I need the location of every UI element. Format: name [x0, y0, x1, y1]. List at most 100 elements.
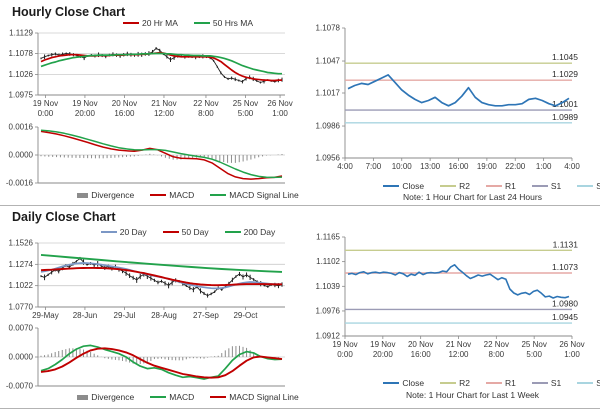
legend-label: MACD	[169, 392, 195, 402]
legend-label: Divergence	[91, 392, 135, 402]
note-week: Note: 1 Hour Chart for Last 1 Week	[405, 390, 540, 400]
legend-item-s2: S2	[577, 181, 600, 191]
svg-text:1.0770: 1.0770	[9, 303, 34, 312]
legend-label: 20 Hr MA	[141, 18, 178, 28]
svg-text:29-May: 29-May	[32, 311, 59, 320]
legend-label: R1	[504, 378, 516, 388]
svg-text:1.1102: 1.1102	[316, 257, 340, 266]
svg-text:4:00: 4:00	[337, 162, 353, 171]
legend-label: MACD Signal Line	[229, 190, 299, 200]
svg-text:16:00: 16:00	[448, 162, 469, 171]
svg-text:1.0956: 1.0956	[316, 154, 341, 163]
svg-text:20 Nov: 20 Nov	[408, 340, 433, 349]
svg-text:28-Aug: 28-Aug	[151, 311, 177, 320]
200-day-line-swatch	[224, 230, 241, 234]
r2-line-swatch	[440, 184, 457, 188]
svg-text:29-Jul: 29-Jul	[114, 311, 136, 320]
legend-label: 50 Hrs MA	[212, 18, 254, 28]
legend-label: S1	[550, 378, 562, 388]
legend-item-close: Close	[383, 378, 424, 388]
svg-text:1.0980: 1.0980	[552, 298, 578, 308]
svg-text:25 Nov: 25 Nov	[521, 340, 546, 349]
svg-text:1.1039: 1.1039	[316, 282, 341, 291]
close-line-swatch	[383, 381, 400, 385]
s2-line-swatch	[577, 381, 594, 385]
svg-text:19 Nov: 19 Nov	[332, 340, 357, 349]
legend-label: S1	[550, 181, 562, 191]
svg-text:1.1165: 1.1165	[316, 233, 340, 242]
macd-signal-line-swatch	[210, 395, 227, 399]
svg-text:21 Nov: 21 Nov	[151, 99, 176, 108]
svg-text:1.0945: 1.0945	[552, 312, 578, 322]
svg-text:1.0912: 1.0912	[316, 332, 341, 341]
svg-text:1.0986: 1.0986	[316, 122, 341, 131]
svg-text:19 Nov: 19 Nov	[370, 340, 395, 349]
svg-text:1.1047: 1.1047	[316, 57, 341, 66]
legend-item-20hr-ma: 20 Hr MA	[122, 18, 178, 28]
svg-text:19:00: 19:00	[477, 162, 498, 171]
legend-label: S2	[596, 378, 600, 388]
svg-text:-0.0070: -0.0070	[6, 382, 34, 391]
svg-text:16:00: 16:00	[411, 350, 432, 359]
svg-text:4:00: 4:00	[564, 162, 580, 171]
legend-item-macd-signal: MACD Signal Line	[210, 392, 299, 402]
legend-item-r1: R1	[485, 181, 516, 191]
svg-text:1.1017: 1.1017	[316, 89, 341, 98]
svg-text:26 Nov: 26 Nov	[559, 340, 584, 349]
macd-line-swatch	[150, 395, 167, 399]
svg-text:27-Sep: 27-Sep	[193, 311, 219, 320]
legend-item-20-day: 20 Day	[100, 227, 147, 237]
svg-text:0.0000: 0.0000	[9, 151, 34, 160]
divergence-bar-swatch	[77, 192, 89, 198]
legend-label: S2	[596, 181, 600, 191]
legend-item-s1: S1	[531, 181, 562, 191]
svg-text:26 Nov: 26 Nov	[267, 99, 292, 108]
svg-text:1:00: 1:00	[564, 350, 580, 359]
legend-label: R2	[459, 181, 470, 191]
legend-item-divergence: Divergence	[77, 190, 134, 200]
section-divider	[0, 205, 600, 206]
svg-text:5:00: 5:00	[238, 109, 254, 118]
daily-macd-legend: Divergence MACD MACD Signal Line	[0, 391, 338, 403]
legend-label: MACD	[169, 190, 195, 200]
legend-label: R2	[459, 378, 470, 388]
close-line-swatch	[383, 184, 400, 188]
svg-text:1.1001: 1.1001	[552, 99, 578, 109]
r1-line-swatch	[485, 381, 502, 385]
svg-text:7:00: 7:00	[366, 162, 382, 171]
daily-macd-chart: 0.0070 0.0000 -0.0070	[6, 324, 285, 391]
bottom-divider	[0, 408, 600, 409]
svg-text:8:00: 8:00	[489, 350, 505, 359]
svg-text:13:00: 13:00	[420, 162, 441, 171]
legend-item-50hrs-ma: 50 Hrs MA	[193, 18, 254, 28]
r2-line-swatch	[440, 381, 457, 385]
legend-item-r2: R2	[440, 378, 470, 388]
svg-text:1.1045: 1.1045	[552, 52, 578, 62]
svg-text:20 Nov: 20 Nov	[112, 99, 137, 108]
svg-text:1.0989: 1.0989	[552, 112, 578, 122]
svg-text:1.1129: 1.1129	[9, 29, 33, 38]
daily-price-legend: 20 Day 50 Day 200 Day	[0, 226, 338, 238]
svg-text:10:00: 10:00	[392, 162, 413, 171]
svg-text:1.1078: 1.1078	[9, 49, 34, 58]
legend-label: Divergence	[91, 190, 135, 200]
legend-item-50-day: 50 Day	[162, 227, 209, 237]
s2-line-swatch	[577, 184, 594, 188]
svg-text:16:00: 16:00	[114, 109, 135, 118]
svg-text:0:00: 0:00	[337, 350, 353, 359]
svg-text:0.0000: 0.0000	[9, 353, 34, 362]
svg-text:1.1073: 1.1073	[552, 262, 578, 272]
svg-text:12:00: 12:00	[448, 350, 469, 359]
20hr-ma-line-swatch	[122, 21, 139, 25]
legend-item-macd: MACD	[150, 392, 194, 402]
daily-section-title: Daily Close Chart	[12, 210, 116, 224]
legend-label: Close	[402, 181, 425, 191]
macd-signal-line-swatch	[210, 193, 227, 197]
svg-text:20:00: 20:00	[373, 350, 394, 359]
svg-text:1.1274: 1.1274	[9, 260, 34, 269]
svg-text:20:00: 20:00	[75, 109, 96, 118]
svg-text:21 Nov: 21 Nov	[446, 340, 471, 349]
r1-line-swatch	[485, 184, 502, 188]
